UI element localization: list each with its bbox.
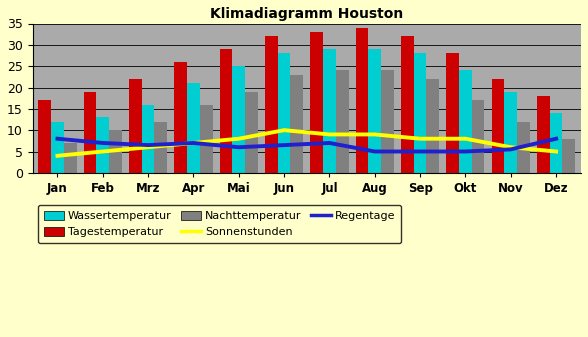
Sonnenstunden: [145, 145, 152, 149]
Bar: [290, 75, 303, 173]
Bar: [155, 122, 167, 173]
Regentage: [54, 137, 61, 141]
Bar: [175, 62, 187, 173]
Bar: [83, 92, 96, 173]
Bar: [232, 66, 245, 173]
Bar: [310, 32, 323, 173]
Bar: [142, 104, 155, 173]
Bar: [517, 122, 530, 173]
Regentage: [280, 143, 288, 147]
Sonnenstunden: [280, 128, 288, 132]
Bar: [265, 36, 278, 173]
Bar: [381, 70, 394, 173]
Bar: [129, 79, 142, 173]
Bar: [323, 49, 336, 173]
Bar: [64, 143, 76, 173]
Line: Sonnenstunden: Sonnenstunden: [58, 130, 556, 156]
Line: Regentage: Regentage: [58, 139, 556, 152]
Bar: [187, 83, 200, 173]
Bar: [505, 92, 517, 173]
Regentage: [371, 150, 378, 154]
Sonnenstunden: [553, 150, 560, 154]
Regentage: [235, 145, 242, 149]
Bar: [278, 53, 290, 173]
Bar: [336, 70, 349, 173]
Legend: Wassertemperatur, Tagestemperatur, Nachttemperatur, Sonnenstunden, Regentage: Wassertemperatur, Tagestemperatur, Nacht…: [38, 205, 401, 243]
Bar: [245, 92, 258, 173]
Bar: [356, 28, 369, 173]
Bar: [426, 79, 439, 173]
Sonnenstunden: [462, 137, 469, 141]
Bar: [459, 70, 472, 173]
Sonnenstunden: [99, 150, 106, 154]
Sonnenstunden: [507, 145, 514, 149]
Bar: [51, 122, 64, 173]
Sonnenstunden: [326, 132, 333, 136]
Title: Klimadiagramm Houston: Klimadiagramm Houston: [210, 7, 403, 21]
Sonnenstunden: [235, 137, 242, 141]
Bar: [220, 49, 232, 173]
Bar: [96, 117, 109, 173]
Bar: [472, 100, 485, 173]
Regentage: [417, 150, 424, 154]
Sonnenstunden: [54, 154, 61, 158]
Bar: [109, 130, 122, 173]
Regentage: [99, 141, 106, 145]
Regentage: [553, 137, 560, 141]
Regentage: [507, 147, 514, 151]
Bar: [563, 139, 575, 173]
Regentage: [326, 141, 333, 145]
Bar: [492, 79, 505, 173]
Bar: [550, 113, 563, 173]
Bar: [537, 96, 550, 173]
Bar: [401, 36, 414, 173]
Sonnenstunden: [190, 141, 197, 145]
Bar: [414, 53, 426, 173]
Regentage: [190, 141, 197, 145]
Regentage: [145, 143, 152, 147]
Sonnenstunden: [371, 132, 378, 136]
Regentage: [462, 150, 469, 154]
Bar: [446, 53, 459, 173]
Bar: [38, 100, 51, 173]
Bar: [369, 49, 381, 173]
Sonnenstunden: [417, 137, 424, 141]
Bar: [200, 104, 212, 173]
